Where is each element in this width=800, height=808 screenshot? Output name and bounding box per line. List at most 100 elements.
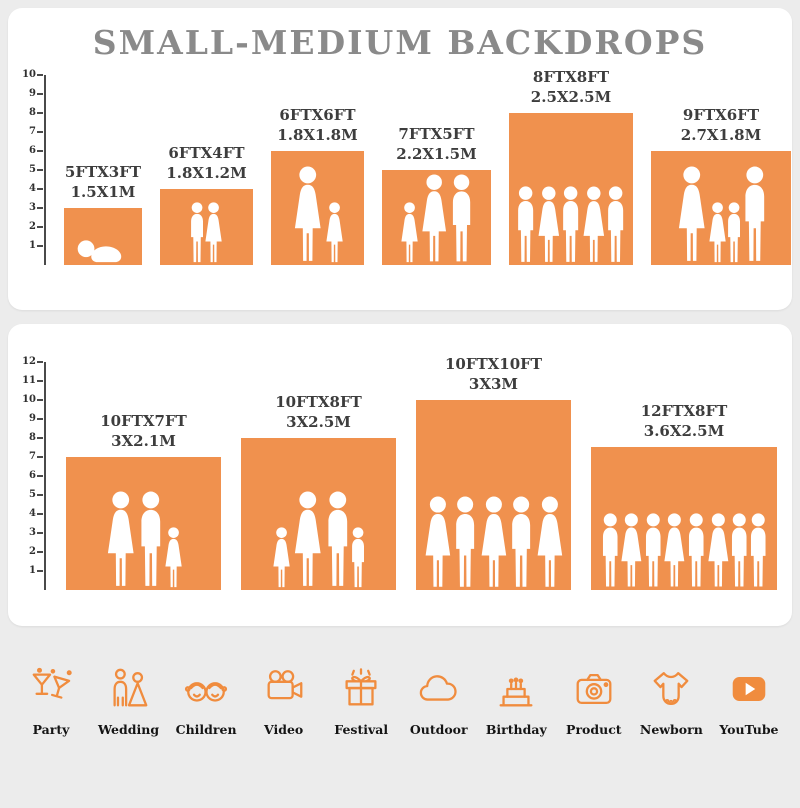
backdrop-bar — [416, 400, 571, 590]
category-label: Festival — [334, 722, 389, 737]
newborn-icon — [648, 666, 694, 712]
person-silhouette-child — [728, 202, 741, 263]
ruler-tick: 8 — [29, 107, 36, 118]
backdrop-bar-group: 6FTX6FT 1.8X1.8M — [271, 106, 364, 265]
person-silhouette-adultF — [537, 495, 562, 587]
ruler-tick: 7 — [29, 126, 36, 137]
person-silhouette-adult — [602, 513, 618, 587]
ruler-tick: 12 — [22, 356, 36, 367]
category-label: Product — [566, 722, 622, 737]
category-item-product: Product — [557, 666, 631, 737]
party-icon — [28, 666, 74, 712]
ruler-tick: 4 — [29, 508, 36, 519]
person-silhouette-adult — [456, 495, 475, 587]
product-icon — [571, 666, 617, 712]
backdrop-panel-large: 1 2 3 4 5 6 7 8 9 10 11 12 10FTX7FT 3X2.1M 10FTX8FT 3X2… — [8, 324, 792, 626]
person-silhouette-adult — [750, 513, 766, 587]
person-silhouette-adult — [608, 186, 624, 262]
category-item-children: Children — [169, 666, 243, 737]
category-row: Party Wedding Children Video Festival Outdoor… — [14, 666, 786, 737]
person-silhouette-adultF — [538, 186, 559, 262]
size-label: 5FTX3FT 1.5X1M — [64, 163, 142, 201]
ruler-tick: 3 — [29, 202, 36, 213]
ruler-tick: 9 — [29, 413, 36, 424]
category-item-newborn: Newborn — [634, 666, 708, 737]
person-silhouette-baby — [77, 239, 122, 262]
size-label: 10FTX10FT 3X3M — [444, 355, 542, 393]
person-silhouette-adult — [452, 174, 470, 262]
person-silhouette-childF — [205, 202, 222, 263]
backdrop-bar — [66, 457, 221, 590]
size-label: 9FTX6FT 2.7X1.8M — [680, 106, 762, 144]
ruler-tick: 8 — [29, 432, 36, 443]
backdrop-bar — [271, 151, 364, 265]
person-silhouette-childF — [326, 202, 343, 263]
ruler-tick: 1 — [29, 240, 36, 251]
category-label: Birthday — [485, 722, 547, 737]
backdrop-bar-group: 8FTX8FT 2.5X2.5M — [509, 68, 633, 265]
category-label: Children — [175, 722, 237, 737]
ruler-tick: 2 — [29, 221, 36, 232]
video-icon — [261, 666, 307, 712]
size-label: 6FTX4FT 1.8X1.2M — [166, 144, 247, 182]
backdrop-bar-group: 10FTX10FT 3X3M — [416, 355, 571, 590]
size-label: 6FTX6FT 1.8X1.8M — [277, 106, 358, 144]
size-label: 12FTX8FT 3.6X2.5M — [640, 402, 728, 440]
person-silhouette-adult — [512, 495, 531, 587]
ruler-tick: 10 — [22, 69, 36, 80]
backdrop-bar-group: 7FTX5FT 2.2X1.5M — [382, 125, 491, 265]
person-silhouette-childF — [709, 202, 727, 263]
ruler-tick: 3 — [29, 527, 36, 538]
person-silhouette-child — [190, 202, 203, 263]
backdrop-bar — [651, 151, 791, 265]
category-label: YouTube — [719, 722, 779, 737]
backdrop-bar-group: 5FTX3FT 1.5X1M — [64, 163, 142, 265]
person-silhouette-adult — [141, 491, 161, 587]
person-silhouette-adultF — [422, 174, 447, 262]
category-item-video: Video — [247, 666, 321, 737]
person-silhouette-adultF — [108, 491, 134, 587]
ruler-tick: 1 — [29, 565, 36, 576]
person-silhouette-adultF — [295, 166, 321, 262]
category-item-wedding: Wedding — [92, 666, 166, 737]
ruler-tick: 7 — [29, 451, 36, 462]
children-icon — [183, 666, 229, 712]
ruler-tick: 2 — [29, 546, 36, 557]
category-label: Wedding — [98, 722, 160, 737]
backdrop-bar — [591, 447, 777, 590]
ruler-axis: 1 2 3 4 5 6 7 8 9 10 11 12 — [20, 357, 46, 590]
festival-icon — [338, 666, 384, 712]
person-silhouette-adultF — [295, 491, 322, 587]
ruler-tick: 11 — [22, 375, 36, 386]
person-silhouette-adultF — [621, 513, 642, 587]
ruler-tick: 6 — [29, 145, 36, 156]
size-label: 8FTX8FT 2.5X2.5M — [530, 68, 612, 106]
size-label: 10FTX7FT 3X2.1M — [100, 412, 187, 450]
category-label: Newborn — [639, 722, 703, 737]
person-silhouette-childF — [273, 527, 291, 588]
backdrop-bar-group: 10FTX7FT 3X2.1M — [66, 412, 221, 590]
category-item-birthday: Birthday — [479, 666, 553, 737]
backdrop-bar — [509, 113, 633, 265]
wedding-icon — [106, 666, 152, 712]
person-silhouette-child — [351, 527, 364, 588]
category-label: Outdoor — [409, 722, 468, 737]
category-item-outdoor: Outdoor — [402, 666, 476, 737]
category-label: Party — [32, 722, 70, 737]
person-silhouette-adultF — [678, 166, 705, 262]
person-silhouette-adult — [732, 513, 747, 587]
person-silhouette-adultF — [425, 495, 450, 587]
category-label: Video — [264, 722, 304, 737]
person-silhouette-childF — [401, 202, 418, 263]
category-item-youtube: YouTube — [712, 666, 786, 737]
backdrop-bar-group: 6FTX4FT 1.8X1.2M — [160, 144, 253, 265]
backdrop-bar — [160, 189, 253, 265]
size-chart-large: 1 2 3 4 5 6 7 8 9 10 11 12 10FTX7FT 3X2.1M 10FTX8FT 3X2… — [20, 355, 777, 590]
youtube-icon — [726, 666, 772, 712]
person-silhouette-childF — [164, 527, 182, 588]
backdrop-bar — [64, 208, 142, 265]
ruler-tick: 4 — [29, 183, 36, 194]
person-silhouette-adultF — [583, 186, 604, 262]
backdrop-bar-group: 9FTX6FT 2.7X1.8M — [651, 106, 791, 265]
person-silhouette-adultF — [707, 513, 728, 587]
